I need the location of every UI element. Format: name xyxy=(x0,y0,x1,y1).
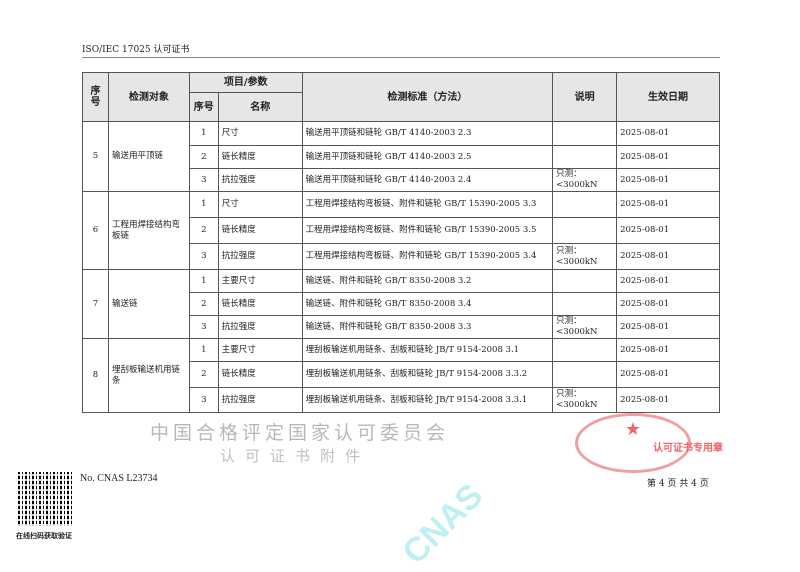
col-note: 说明 xyxy=(552,72,618,122)
table-row: 2 链长精度 工程用焊接结构弯板链、附件和链轮 GB/T 15390-2005 3.… xyxy=(83,217,720,244)
item-date: 2025-08-01 xyxy=(616,361,720,388)
item-standard: 输送链、附件和链轮 GB/T 8350-2008 3.2 xyxy=(301,269,554,293)
col-date: 生效日期 xyxy=(616,72,720,122)
table-row: 2 链长精度 输送链、附件和链轮 GB/T 8350-2008 3.4 2025-08… xyxy=(83,292,720,316)
group-seq: 5 xyxy=(82,121,109,192)
group-object: 埋刮板输送机用链条 xyxy=(107,338,190,413)
item-date: 2025-08-01 xyxy=(616,243,720,270)
group-object: 工程用焊接结构弯板链 xyxy=(107,191,190,270)
table-row: 5 输送用平顶链 1 尺寸 输送用平顶链和链轮 GB/T 4140-2003 2.3 20… xyxy=(82,121,720,192)
item-name: 尺寸 xyxy=(217,191,303,218)
group-seq: 7 xyxy=(82,269,109,339)
col-standard: 检测标准（方法） xyxy=(301,72,554,122)
item-note: 只测：<3000kN xyxy=(552,387,618,413)
item-date: 2025-08-01 xyxy=(616,338,720,362)
item-note xyxy=(552,217,618,244)
scope-table: 序号 检测对象 项目/参数 检测标准（方法） 说明 生效日期 序号 名称 5 输送… xyxy=(82,72,720,413)
item-note xyxy=(552,269,618,293)
item-standard: 埋刮板输送机用链条、刮板和链轮 JB/T 9154-2008 3.3.1 xyxy=(301,387,554,413)
item-name: 链长精度 xyxy=(217,217,303,244)
item-seq: 1 xyxy=(188,191,219,218)
item-standard: 工程用焊接结构弯板链、附件和链轮 GB/T 15390-2005 3.3 xyxy=(301,191,554,218)
document-header: ISO/IEC 17025 认可证书 xyxy=(82,45,190,55)
star-icon: ★ xyxy=(624,419,642,440)
item-note: 只测：<3000kN xyxy=(552,243,618,270)
watermark-org-name: 中国合格评定国家认可委员会 xyxy=(150,422,450,444)
col-item-seq: 序号 xyxy=(188,92,219,122)
item-name: 抗拉强度 xyxy=(217,243,303,270)
item-name: 链长精度 xyxy=(217,361,303,388)
item-name: 链长精度 xyxy=(217,145,303,169)
item-standard: 工程用焊接结构弯板链、附件和链轮 GB/T 15390-2005 3.4 xyxy=(301,243,554,270)
item-note xyxy=(552,191,618,218)
item-seq: 3 xyxy=(188,243,219,270)
item-standard: 工程用焊接结构弯板链、附件和链轮 GB/T 15390-2005 3.5 xyxy=(301,217,554,244)
item-standard: 输送链、附件和链轮 GB/T 8350-2008 3.4 xyxy=(301,292,554,316)
group-object: 输送用平顶链 xyxy=(107,121,190,192)
item-seq: 1 xyxy=(188,269,219,293)
qr-code[interactable] xyxy=(18,472,72,526)
stamp-text: 认可证书专用章 xyxy=(653,443,723,454)
table-row: 3 抗拉强度 输送链、附件和链轮 GB/T 8350-2008 3.3 只测：<300… xyxy=(83,315,720,339)
item-date: 2025-08-01 xyxy=(616,145,720,169)
item-name: 尺寸 xyxy=(217,121,303,146)
group-object: 输送链 xyxy=(107,269,190,339)
item-date: 2025-08-01 xyxy=(616,269,720,293)
item-date: 2025-08-01 xyxy=(616,315,720,339)
item-note xyxy=(552,121,618,146)
item-note xyxy=(552,145,618,169)
table-row: 2 链长精度 埋刮板输送机用链条、刮板和链轮 JB/T 9154-2008 3.3.… xyxy=(83,361,720,388)
item-name: 抗拉强度 xyxy=(217,315,303,339)
item-date: 2025-08-01 xyxy=(616,168,720,192)
item-seq: 2 xyxy=(188,145,219,169)
group-seq: 8 xyxy=(82,338,109,413)
item-name: 抗拉强度 xyxy=(217,168,303,192)
item-date: 2025-08-01 xyxy=(616,292,720,316)
table-row: 3 抗拉强度 工程用焊接结构弯板链、附件和链轮 GB/T 15390-2005 3.… xyxy=(83,243,720,270)
item-standard: 输送用平顶链和链轮 GB/T 4140-2003 2.3 xyxy=(301,121,554,146)
item-standard: 输送用平顶链和链轮 GB/T 4140-2003 2.4 xyxy=(301,168,554,192)
item-seq: 1 xyxy=(188,121,219,146)
item-note: 只测：<3000kN xyxy=(552,315,618,339)
col-seq: 序号 xyxy=(82,72,109,122)
group-seq: 6 xyxy=(82,191,109,270)
item-seq: 2 xyxy=(188,361,219,388)
table-row: 7 输送链 1 主要尺寸 输送链、附件和链轮 GB/T 8350-2008 3.2 202… xyxy=(82,269,720,339)
watermark-annex: 认可证书附件 xyxy=(220,447,371,465)
col-object: 检测对象 xyxy=(107,72,190,122)
item-note: 只测：<3000kN xyxy=(552,168,618,192)
item-note xyxy=(552,361,618,388)
item-standard: 输送链、附件和链轮 GB/T 8350-2008 3.3 xyxy=(301,315,554,339)
item-seq: 2 xyxy=(188,292,219,316)
table-row: 8 埋刮板输送机用链条 1 主要尺寸 埋刮板输送机用链条、刮板和链轮 JB/T 9154… xyxy=(82,338,720,413)
item-name: 链长精度 xyxy=(217,292,303,316)
item-seq: 1 xyxy=(188,338,219,362)
item-name: 主要尺寸 xyxy=(217,269,303,293)
header-divider xyxy=(82,57,720,58)
item-note xyxy=(552,338,618,362)
page-number: 第 4 页 共 4 页 xyxy=(647,479,709,489)
item-date: 2025-08-01 xyxy=(616,217,720,244)
item-standard: 输送用平顶链和链轮 GB/T 4140-2003 2.5 xyxy=(301,145,554,169)
item-seq: 3 xyxy=(188,315,219,339)
col-items: 项目/参数 xyxy=(188,72,303,93)
item-standard: 埋刮板输送机用链条、刮板和链轮 JB/T 9154-2008 3.1 xyxy=(301,338,554,362)
item-date: 2025-08-01 xyxy=(616,191,720,218)
item-standard: 埋刮板输送机用链条、刮板和链轮 JB/T 9154-2008 3.3.2 xyxy=(301,361,554,388)
table-row: 6 工程用焊接结构弯板链 1 尺寸 工程用焊接结构弯板链、附件和链轮 GB/T 1539… xyxy=(82,191,720,270)
cnas-watermark: CNAS xyxy=(395,476,491,572)
item-note xyxy=(552,292,618,316)
official-stamp: ★ 认可证书专用章 xyxy=(575,413,723,473)
qr-caption: 在线扫码获取验证 xyxy=(16,532,72,540)
col-item-name: 名称 xyxy=(217,92,303,122)
item-name: 主要尺寸 xyxy=(217,338,303,362)
item-seq: 3 xyxy=(188,168,219,192)
item-date: 2025-08-01 xyxy=(616,387,720,413)
item-seq: 3 xyxy=(188,387,219,413)
item-name: 抗拉强度 xyxy=(217,387,303,413)
item-seq: 2 xyxy=(188,217,219,244)
table-row: 3 抗拉强度 埋刮板输送机用链条、刮板和链轮 JB/T 9154-2008 3.3.… xyxy=(83,387,720,413)
certificate-number: No. CNAS L23734 xyxy=(80,473,158,484)
item-date: 2025-08-01 xyxy=(616,121,720,146)
